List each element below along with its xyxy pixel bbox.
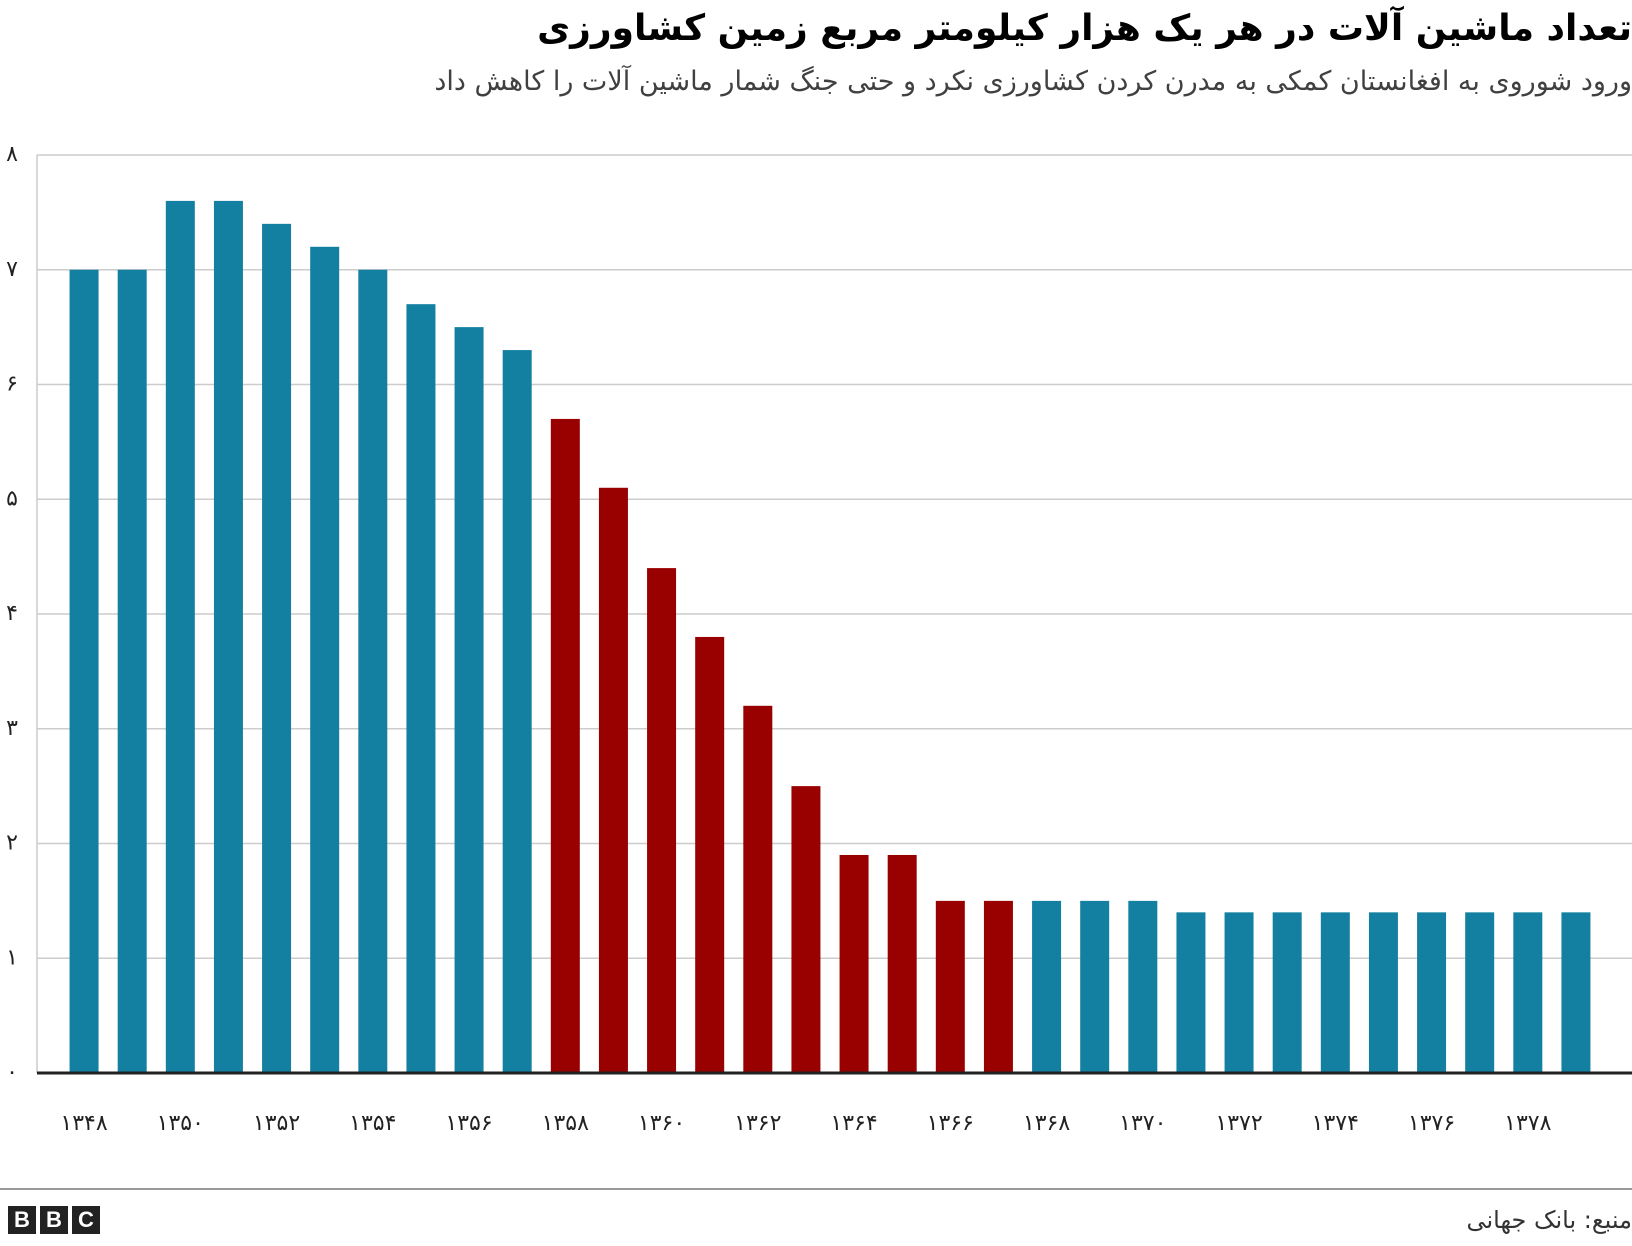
x-tick-label: ۱۳۵۸ [542,1111,589,1136]
bar [839,854,869,1073]
bar [1272,912,1302,1073]
bar [887,854,917,1073]
bar [1561,912,1591,1073]
bar [1417,912,1447,1073]
bar [1032,900,1062,1073]
logo-letter-b1: B [8,1206,36,1234]
x-tick-label: ۱۳۷۸ [1504,1111,1551,1136]
y-tick-label: ۷ [6,257,18,282]
x-tick-label: ۱۳۵۰ [157,1111,204,1136]
x-tick-label: ۱۳۵۴ [349,1111,396,1136]
x-tick-label: ۱۳۶۸ [1023,1111,1070,1136]
logo-letter-c: C [72,1206,100,1234]
x-tick-label: ۱۳۴۸ [60,1111,107,1136]
y-tick-label: ۸ [6,142,18,167]
bar [454,327,484,1073]
bar [502,350,532,1073]
bar [1080,900,1110,1073]
bar [1465,912,1495,1073]
x-tick-label: ۱۳۷۶ [1408,1111,1455,1136]
y-tick-label: ۶ [6,372,18,397]
x-tick-label: ۱۳۷۴ [1312,1111,1359,1136]
bar [310,246,340,1074]
bar [695,636,725,1073]
bar [1176,912,1206,1073]
x-tick-label: ۱۳۶۴ [830,1111,877,1136]
bar [598,487,628,1073]
bar [1224,912,1254,1073]
bar [983,900,1013,1073]
bar [213,200,243,1073]
x-tick-label: ۱۳۵۶ [445,1111,492,1136]
footer-divider [0,1188,1632,1190]
y-tick-label: ۴ [6,601,18,626]
bar [935,900,965,1073]
chart-subtitle: ورود شوروی به افغانستان کمکی به مدرن کرد… [434,66,1632,97]
y-tick-label: ۵ [6,486,18,511]
bar [550,418,580,1073]
logo-letter-b2: B [40,1206,68,1234]
bar [647,568,677,1073]
bar-chart: ۰ ۱ ۲ ۳ ۴ ۵ ۶ ۷ ۸ ۱۳۴۸ ۱۳۵۰ ۱۳۵۲ ۱۳۵۴ ۱۳۵۶ ۱۳۵۸ ۱۳۶۰ ۱۳۶… [6,142,1632,1136]
bar [791,786,821,1073]
bbc-logo: B B C [8,1206,100,1234]
bar [1128,900,1158,1073]
y-tick-label: ۰ [6,1060,18,1085]
bar [117,269,147,1073]
bar [69,269,99,1073]
bar [743,705,773,1073]
bar [165,200,195,1073]
x-tick-label: ۱۳۵۲ [253,1111,300,1136]
x-tick-label: ۱۳۷۲ [1215,1111,1262,1136]
bar [1368,912,1398,1073]
bar [406,304,436,1073]
x-tick-label: ۱۳۶۲ [734,1111,781,1136]
bar [262,223,292,1074]
bar [1320,912,1350,1073]
source-note: منبع: بانک جهانی [1466,1206,1632,1234]
x-tick-label: ۱۳۶۰ [638,1111,685,1136]
chart-title: تعداد ماشین آلات در هر یک هزار کیلومتر م… [537,8,1632,49]
x-tick-label: ۱۳۶۶ [927,1111,974,1136]
y-tick-label: ۳ [6,716,18,741]
bar [1513,912,1543,1073]
y-tick-label: ۱ [6,945,18,970]
x-tick-label: ۱۳۷۰ [1119,1111,1166,1136]
bar [358,269,388,1073]
y-tick-label: ۲ [6,831,18,856]
